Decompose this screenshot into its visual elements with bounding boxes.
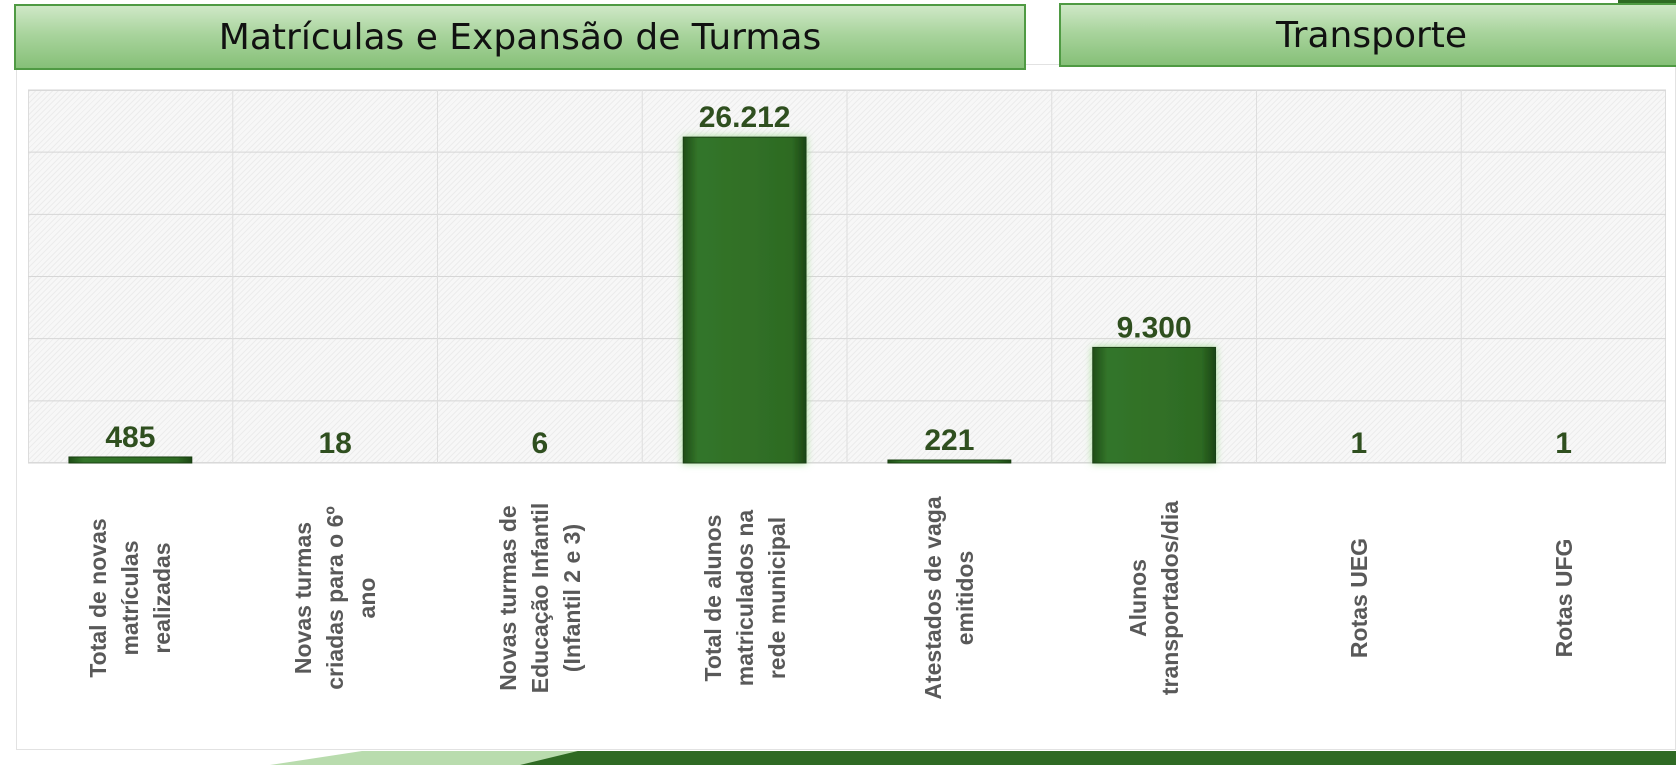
bars — [68, 136, 1217, 464]
data-label: 9.300 — [1117, 311, 1192, 344]
corner-accent — [1618, 0, 1676, 3]
bar — [1092, 346, 1217, 464]
category-label: Atestados de vaga emitidos — [920, 496, 979, 700]
bar — [887, 459, 1012, 464]
data-label: 1 — [1555, 427, 1572, 460]
section-header-transport: Transporte — [1059, 3, 1676, 67]
bar — [68, 456, 193, 464]
category-label: Rotas UEG — [1345, 537, 1372, 659]
data-label: 26.212 — [699, 101, 791, 134]
category-label: Novas turmas de Educação Infantil (Infan… — [494, 502, 585, 694]
category-label: Rotas UFG — [1550, 538, 1577, 658]
data-label: 221 — [924, 424, 974, 457]
data-label: 18 — [318, 427, 351, 460]
data-label: 485 — [105, 421, 155, 454]
category-label: Alunos transportados/dia — [1124, 500, 1184, 696]
data-label: 6 — [532, 427, 549, 460]
category-label: Total de novas matrículas realizadas — [85, 518, 176, 678]
section-header-enrollment: Matrículas e Expansão de Turmas — [14, 4, 1026, 70]
category-label: Novas turmas criadas para o 6º ano — [289, 506, 381, 690]
grid-lines — [28, 89, 1666, 464]
bar — [682, 136, 807, 464]
bottom-accent-dark — [520, 751, 1676, 765]
data-labels: 485 18 6 26.212 221 9.300 1 1 — [105, 101, 1572, 460]
data-label: 1 — [1351, 427, 1368, 460]
category-label: Total de alunos matriculados na rede mun… — [699, 509, 790, 687]
